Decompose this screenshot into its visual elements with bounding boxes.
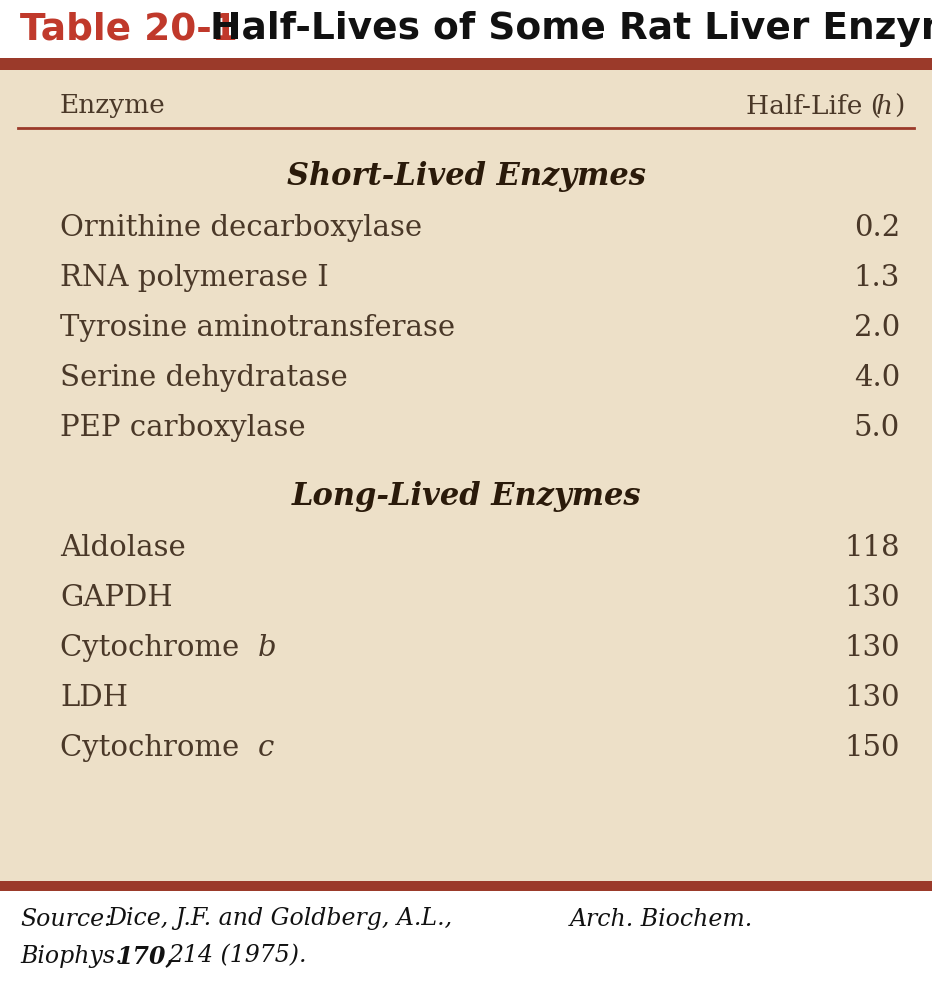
Text: 150: 150 — [844, 734, 900, 762]
Text: PEP carboxylase: PEP carboxylase — [60, 414, 306, 442]
Text: Ornithine decarboxylase: Ornithine decarboxylase — [60, 214, 422, 242]
Text: Half-Life (: Half-Life ( — [746, 93, 881, 119]
Text: Enzyme: Enzyme — [60, 93, 166, 119]
Text: Biophys.: Biophys. — [20, 944, 122, 967]
Text: 2.0: 2.0 — [854, 314, 900, 342]
Bar — [0, 58, 932, 70]
Text: b: b — [258, 634, 277, 662]
Text: Short-Lived Enzymes: Short-Lived Enzymes — [286, 161, 646, 191]
Text: 118: 118 — [844, 534, 900, 562]
Text: Source:: Source: — [20, 908, 112, 931]
Text: Cytochrome: Cytochrome — [60, 634, 249, 662]
Text: Dice, J.F. and Goldberg, A.L.,: Dice, J.F. and Goldberg, A.L., — [107, 908, 452, 931]
Text: h: h — [876, 93, 893, 119]
Text: 130: 130 — [844, 634, 900, 662]
Text: Long-Lived Enzymes: Long-Lived Enzymes — [291, 481, 641, 511]
Text: GAPDH: GAPDH — [60, 584, 172, 612]
Text: c: c — [258, 734, 274, 762]
Text: RNA polymerase I: RNA polymerase I — [60, 264, 329, 292]
Bar — [0, 70, 932, 881]
Text: Arch. Biochem.: Arch. Biochem. — [570, 908, 753, 931]
Text: Tyrosine aminotransferase: Tyrosine aminotransferase — [60, 314, 455, 342]
Text: 130: 130 — [844, 584, 900, 612]
Text: ): ) — [895, 93, 905, 119]
Text: Table 20-1: Table 20-1 — [20, 11, 238, 47]
Bar — [0, 0, 932, 58]
Text: 4.0: 4.0 — [854, 364, 900, 392]
Text: Aldolase: Aldolase — [60, 534, 185, 562]
Text: Serine dehydratase: Serine dehydratase — [60, 364, 348, 392]
Text: LDH: LDH — [60, 684, 128, 712]
Text: 130: 130 — [844, 684, 900, 712]
Text: 5.0: 5.0 — [854, 414, 900, 442]
Text: 0.2: 0.2 — [854, 214, 900, 242]
Text: Cytochrome: Cytochrome — [60, 734, 249, 762]
Text: 1.3: 1.3 — [854, 264, 900, 292]
Text: Half-Lives of Some Rat Liver Enzymes: Half-Lives of Some Rat Liver Enzymes — [210, 11, 932, 47]
Text: 214 (1975).: 214 (1975). — [168, 944, 307, 967]
Bar — [0, 891, 932, 991]
Bar — [0, 881, 932, 891]
Text: 170,: 170, — [116, 944, 173, 968]
